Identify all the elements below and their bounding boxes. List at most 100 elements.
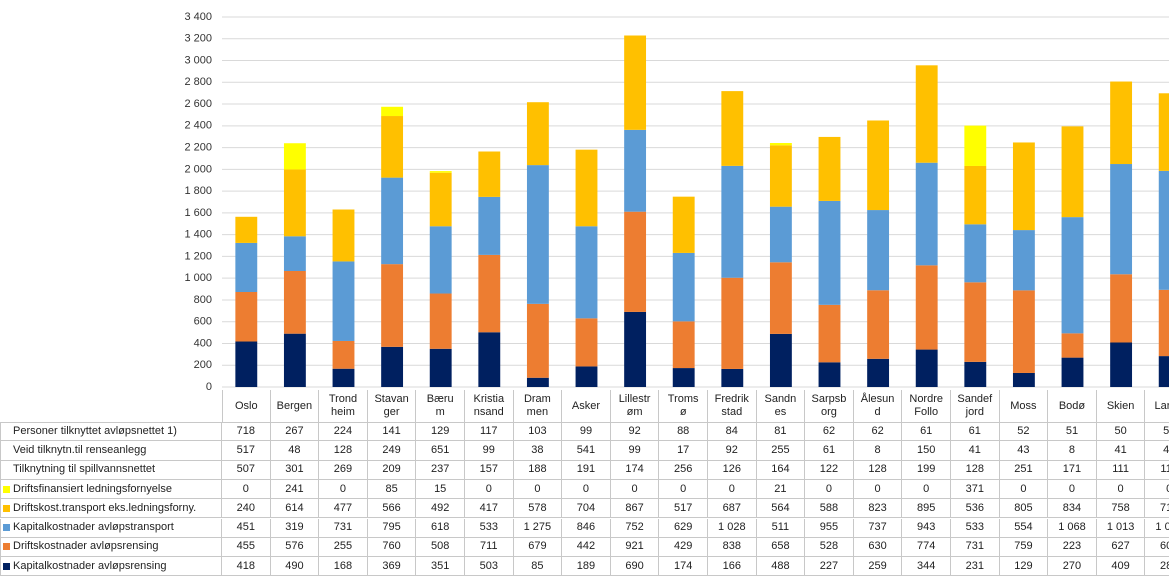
bar-segment <box>818 304 841 363</box>
bar-segment <box>575 366 598 387</box>
bar-segment <box>526 102 549 166</box>
bar-segment <box>1158 170 1169 290</box>
y-tick-label: 2 200 <box>184 141 212 153</box>
table-value: 630 <box>853 537 903 558</box>
bar-segment <box>1012 230 1035 291</box>
bar-segment <box>867 210 890 291</box>
category-label: Stavan ger <box>368 390 417 422</box>
table-value: 92 <box>610 422 660 442</box>
legend-swatch <box>3 504 10 512</box>
bar-segment <box>575 318 598 367</box>
table-value: 52 <box>999 422 1049 442</box>
table-value: 267 <box>270 422 320 442</box>
bar-segment <box>624 311 647 387</box>
table-value: 269 <box>319 460 368 480</box>
y-tick-label: 600 <box>194 316 212 328</box>
table-value: 191 <box>562 460 611 480</box>
table-value: 846 <box>562 518 611 538</box>
bar-segment <box>1061 333 1084 358</box>
table-value: 168 <box>319 557 368 576</box>
table-value: 126 <box>708 460 757 480</box>
category-label: Fredrik stad <box>708 390 757 422</box>
row-label: Personer tilknyttet avløpsnettet 1) <box>0 422 222 442</box>
bar-segment <box>283 236 306 271</box>
y-tick-label: 2 400 <box>184 120 212 132</box>
table-value: 658 <box>756 537 806 558</box>
bar-segment <box>332 209 355 262</box>
table-value: 92 <box>708 441 757 461</box>
category-label: Troms ø <box>659 390 708 422</box>
table-value: 0 <box>1048 479 1097 500</box>
bar-segment <box>1061 217 1084 334</box>
bar-segment <box>1158 93 1169 171</box>
table-value: 227 <box>805 557 854 576</box>
table-value: 0 <box>805 479 854 500</box>
y-tick-label: 400 <box>194 337 212 349</box>
table-value: 488 <box>756 557 806 576</box>
bar-segment <box>575 226 598 319</box>
table-value: 711 <box>465 537 514 558</box>
category-label: Sandef jord <box>951 390 1000 422</box>
table-value: 0 <box>319 479 368 500</box>
table-value: 541 <box>562 441 611 461</box>
category-label: Bodø <box>1048 390 1097 422</box>
table-value: 48 <box>270 441 320 461</box>
table-value: 61 <box>902 422 951 442</box>
table-value: 99 <box>465 441 514 461</box>
table-value: 0 <box>465 479 514 500</box>
table-value: 17 <box>659 441 708 461</box>
bar-segment <box>915 65 938 163</box>
table-value: 189 <box>562 557 611 576</box>
table-value: 301 <box>270 460 320 480</box>
row-label: Kapitalkostnader avløpstransport <box>0 518 222 538</box>
row-label: Kapitalkostnader avløpsrensing <box>0 557 222 576</box>
row-label: Veid tilknytn.til renseanlegg <box>0 441 222 461</box>
legend-swatch <box>3 562 10 570</box>
table-value: 690 <box>610 557 660 576</box>
table-value: 371 <box>951 479 1000 500</box>
bar-segment <box>1110 342 1133 387</box>
table-value: 45 <box>1145 441 1169 461</box>
bar-segment <box>381 177 404 265</box>
table-value: 249 <box>367 441 417 461</box>
y-tick-label: 2 800 <box>184 76 212 88</box>
table-value: 8 <box>853 441 903 461</box>
bar-segment <box>672 321 695 369</box>
y-tick-label: 2 000 <box>184 163 212 175</box>
y-tick-label: 2 600 <box>184 98 212 110</box>
table-value: 237 <box>416 460 465 480</box>
table-value: 805 <box>999 499 1049 519</box>
table-value: 614 <box>270 499 320 519</box>
table-value: 21 <box>756 479 806 500</box>
table-value: 1 068 <box>1048 518 1097 538</box>
y-tick-label: 1 800 <box>184 185 212 197</box>
y-tick-label: 1 600 <box>184 207 212 219</box>
table-value: 128 <box>951 460 1000 480</box>
table-value: 760 <box>367 537 417 558</box>
table-value: 737 <box>853 518 903 538</box>
table-value: 38 <box>513 441 563 461</box>
table-value: 752 <box>610 518 660 538</box>
table-value: 418 <box>222 557 271 576</box>
table-value: 117 <box>1145 461 1169 480</box>
bar-segment <box>1110 81 1133 165</box>
table-value: 255 <box>756 441 806 461</box>
bar-segment <box>526 165 549 304</box>
table-value: 241 <box>270 479 320 500</box>
table-value: 150 <box>902 441 951 461</box>
bar-segment <box>1012 372 1035 387</box>
table-value: 0 <box>1096 479 1146 500</box>
bar-segment <box>964 282 987 362</box>
bar-segment <box>1158 289 1169 357</box>
table-value: 718 <box>222 422 271 442</box>
table-value: 50 <box>1096 422 1146 442</box>
table-value: 943 <box>902 518 951 538</box>
bar-segment <box>429 171 452 173</box>
table-value: 129 <box>999 557 1049 576</box>
category-label: Nordre Follo <box>902 390 951 422</box>
category-label: Kristia nsand <box>465 390 514 422</box>
table-value: 62 <box>805 422 854 442</box>
table-value: 15 <box>416 479 465 500</box>
bar-segment <box>769 333 792 387</box>
table-value: 731 <box>951 537 1000 558</box>
